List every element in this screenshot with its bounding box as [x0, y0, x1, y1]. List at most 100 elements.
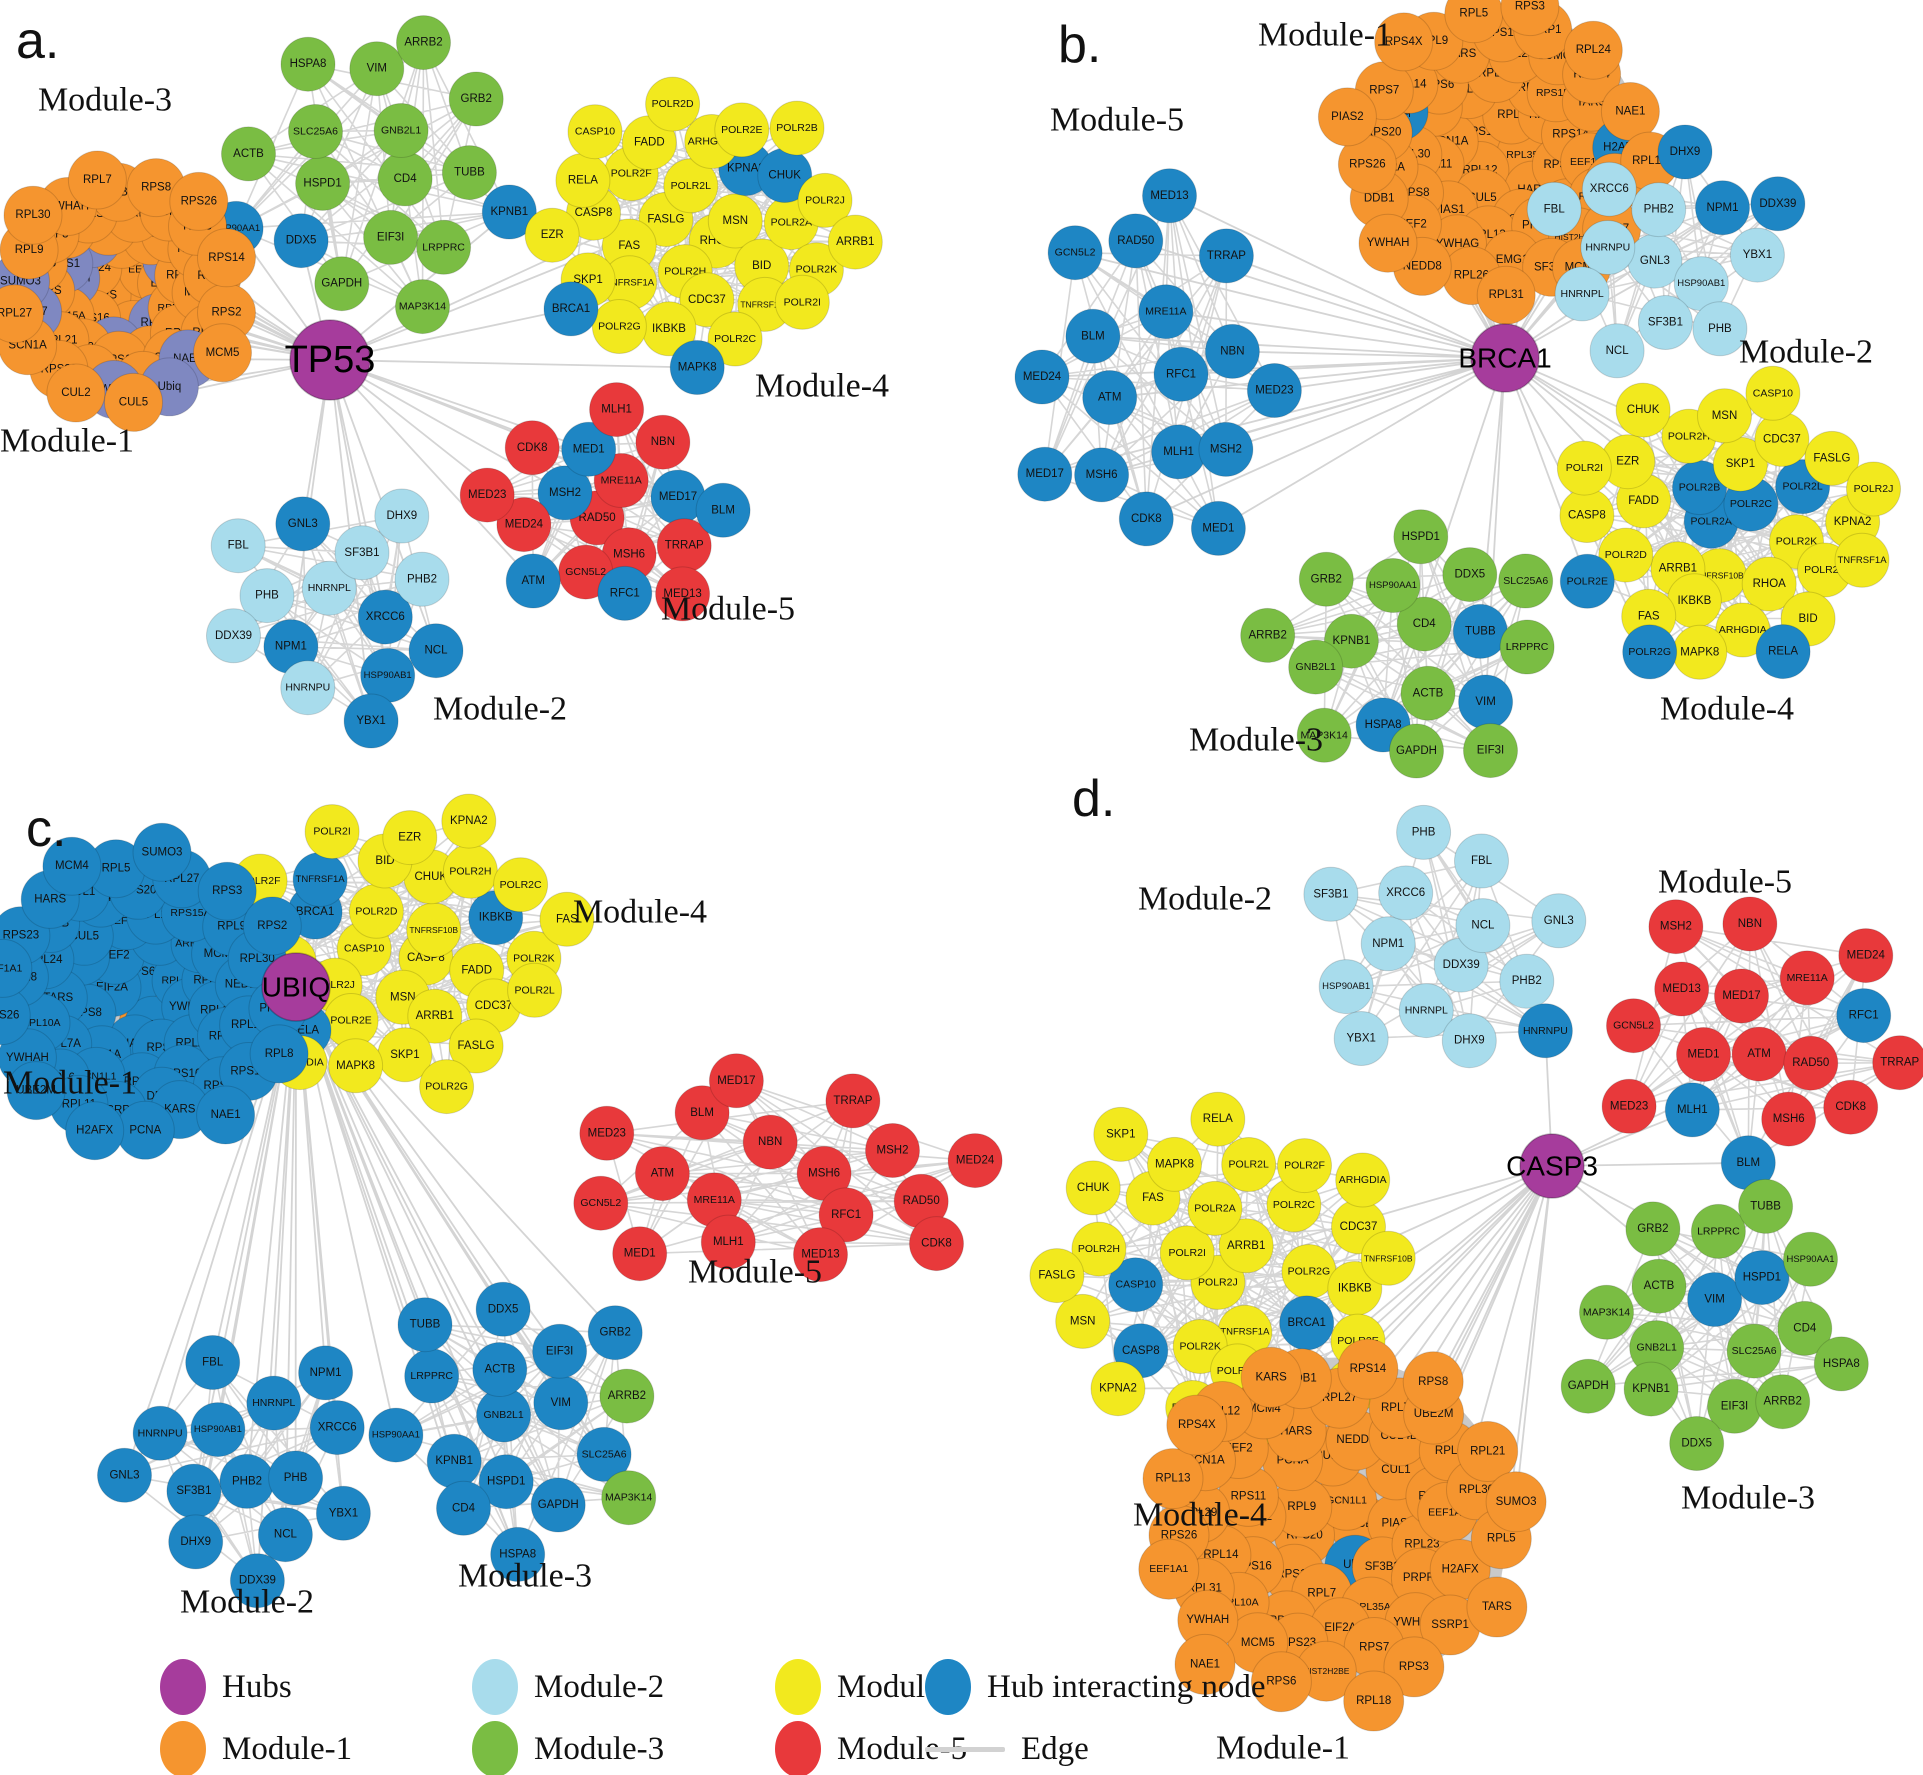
gene-node	[315, 1485, 371, 1541]
gene-node	[472, 1342, 528, 1397]
gene-label: CUL1	[1381, 1464, 1410, 1476]
gene-node	[1065, 308, 1121, 364]
gene-node	[1298, 551, 1354, 607]
gene-node	[865, 1123, 920, 1178]
gene-label: YBX1	[356, 715, 385, 727]
gene-label: NCL	[274, 1529, 298, 1541]
gene-label: PHB2	[407, 573, 437, 585]
gene-label: MSN	[390, 991, 416, 1003]
gene-node	[793, 1227, 848, 1283]
gene-label: DDX5	[488, 1303, 519, 1315]
gene-label: NBN	[758, 1136, 782, 1148]
gene-node	[1108, 1257, 1164, 1313]
gene-label: HSP90AA1	[1369, 580, 1417, 591]
gene-label: MED13	[1663, 983, 1701, 995]
gene-node	[1579, 1284, 1634, 1340]
gene-node	[827, 214, 883, 270]
gene-label: LRPPRC	[1506, 641, 1549, 653]
gene-node	[1580, 220, 1636, 275]
gene-label: NPM1	[275, 641, 307, 653]
gene-node	[700, 1214, 756, 1270]
gene-label: GNB2L1	[381, 125, 421, 137]
gene-label: BID	[375, 855, 394, 867]
gene-node	[1204, 323, 1260, 379]
gene-node	[104, 372, 163, 432]
gene-node	[1455, 898, 1511, 954]
gene-node	[818, 1187, 874, 1243]
gene-label: POLR2H	[664, 266, 706, 278]
gene-label: GCN5L2	[580, 1197, 621, 1209]
gene-label: MSH6	[613, 549, 645, 561]
gene-node	[1657, 124, 1713, 180]
gene-label: RAD50	[1792, 1057, 1829, 1069]
gene-node	[1118, 491, 1174, 547]
gene-node	[591, 299, 647, 354]
gene-node	[1838, 928, 1894, 984]
gene-label: ARRB2	[1249, 629, 1287, 641]
gene-label: RPL31	[1489, 289, 1524, 301]
gene-label: POLR2G	[1288, 1266, 1331, 1278]
gene-label: XRCC6	[1386, 887, 1425, 899]
gene-label: IKBKB	[1677, 595, 1711, 607]
gene-label: MED1	[624, 1248, 656, 1260]
gene-node	[3, 185, 63, 245]
legend-label: Module-3	[534, 1730, 665, 1767]
gene-node	[1777, 1300, 1833, 1356]
panel-letter: c.	[26, 800, 66, 858]
module4-swatch-icon	[775, 1659, 821, 1715]
gene-label: RPS14	[208, 252, 245, 264]
gene-label: BLM	[1081, 330, 1105, 342]
gene-label: ARRB2	[404, 37, 442, 49]
gene-node	[1317, 87, 1377, 147]
gene-label: MRE11A	[1145, 306, 1186, 318]
gene-node	[1441, 1013, 1497, 1069]
module-label: Module-3	[38, 82, 172, 119]
gene-label: EIF3I	[1721, 1400, 1748, 1412]
cluster-b-module-2: GNL3 PHB2 HSP90AB1 HNRNPU NPM1 SF3B1 XRCC6 YBX1…	[1526, 124, 1806, 379]
module1-swatch-icon	[160, 1721, 206, 1775]
gene-node	[1138, 284, 1194, 340]
gene-label: RPL5	[102, 863, 131, 875]
module-label: Module-2	[1739, 334, 1873, 371]
gene-label: HNRNPU	[1585, 242, 1630, 254]
gene-label: NBN	[1220, 345, 1244, 357]
gene-label: VIM	[367, 63, 387, 75]
gene-label: CHUK	[415, 871, 448, 883]
gene-label: CHUK	[1627, 404, 1660, 416]
gene-label: FBL	[1544, 203, 1566, 215]
gene-label: TUBB	[1750, 1200, 1781, 1212]
legend-item-hub-interacting-node: Hub interacting node	[925, 1658, 1266, 1716]
gene-label: RPS7	[1369, 85, 1399, 97]
gene-node	[343, 693, 399, 749]
gene-label: MRE11A	[1787, 972, 1828, 984]
gene-label: POLR2E	[1567, 575, 1608, 587]
gene-node	[1246, 363, 1302, 418]
gene-label: HSPD1	[1743, 1272, 1781, 1284]
gene-label: TUBB	[410, 1319, 441, 1331]
gene-label: RPL9	[1287, 1501, 1316, 1513]
gene-node	[1360, 1230, 1416, 1286]
cluster-c-module-3: GNB2L1 VIM HSPD1 ACTB SLC25A6 KPNB1 EIF3I GAPDH…	[368, 1281, 657, 1582]
gene-node	[1065, 1160, 1121, 1216]
gene-label: CDC37	[1763, 433, 1801, 445]
gene-label: HSP90AB1	[194, 1424, 242, 1435]
gene-label: EMG1	[1496, 254, 1529, 266]
module-label: Module-4	[755, 368, 889, 405]
gene-label: RPS8	[141, 182, 171, 194]
gene-node	[6, 1061, 66, 1121]
gene-node	[328, 1038, 384, 1094]
legend-label: Edge	[1021, 1730, 1089, 1767]
gene-node	[249, 1024, 309, 1084]
gene-label: MAP3K14	[1301, 729, 1348, 741]
legend-item-module-1: Module-1	[160, 1720, 352, 1775]
gene-label: SKP1	[573, 274, 602, 286]
gene-label: CDK8	[1835, 1101, 1866, 1113]
gene-node	[397, 1297, 453, 1353]
gene-node	[1598, 527, 1654, 583]
gene-node	[1499, 953, 1555, 1009]
gene-label: POLR2I	[313, 826, 350, 838]
gene-node	[909, 1216, 964, 1272]
gene-node	[1374, 12, 1434, 72]
gene-node	[1288, 639, 1344, 695]
gene-label: MLH1	[1163, 446, 1194, 458]
